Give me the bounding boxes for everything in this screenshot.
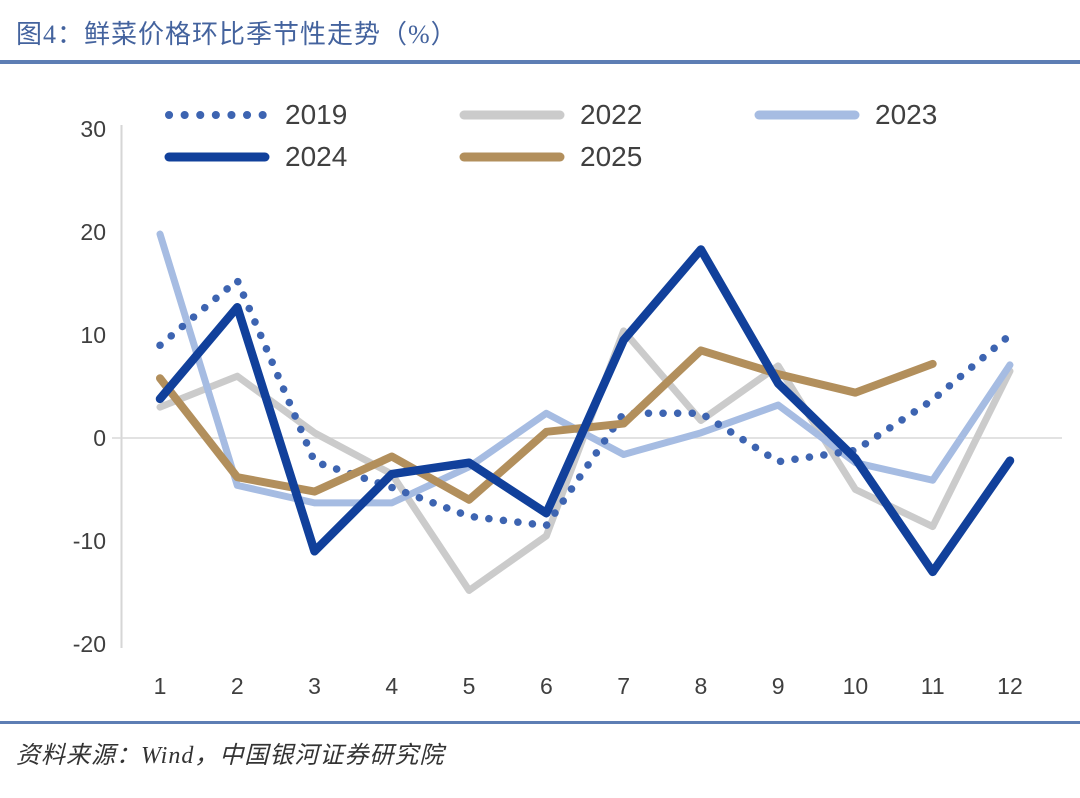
legend-item-2023: 2023	[753, 99, 937, 131]
figure-title: 图4：鲜菜价格环比季节性走势（%）	[16, 20, 458, 49]
x-tick-label: 4	[385, 673, 398, 699]
legend-item-2025: 2025	[458, 141, 642, 173]
series-line-2025	[156, 346, 937, 504]
x-tick-label: 3	[308, 673, 321, 699]
x-tick-label: 9	[772, 673, 785, 699]
y-tick-label: 30	[80, 116, 106, 142]
legend-swatch-2024	[164, 152, 270, 162]
legend-label-2022: 2022	[580, 99, 643, 130]
y-tick-label: -10	[73, 528, 106, 554]
legend-swatch-2019	[165, 111, 269, 119]
footer-divider	[0, 721, 1080, 724]
series-line-2019	[156, 276, 1014, 530]
y-tick-label: 10	[80, 322, 106, 348]
title-divider	[0, 60, 1080, 64]
legend-swatch-2023	[754, 110, 860, 120]
x-tick-label: 6	[540, 673, 553, 699]
x-tick-label: 5	[463, 673, 476, 699]
y-tick-label: 0	[93, 425, 106, 451]
legend-swatch-2022	[459, 110, 565, 120]
x-tick-label: 10	[843, 673, 869, 699]
legend-item-2024: 2024	[163, 141, 347, 173]
x-tick-label: 11	[921, 673, 945, 699]
legend-label-2019: 2019	[285, 99, 348, 130]
y-tick-label: 20	[80, 219, 106, 245]
y-tick-label: -20	[73, 631, 106, 657]
x-tick-label: 12	[997, 673, 1023, 699]
legend-label-2024: 2024	[285, 141, 348, 172]
x-tick-label: 7	[617, 673, 630, 699]
legend-label-2025: 2025	[580, 141, 643, 172]
x-tick-label: 2	[231, 673, 244, 699]
source-note: 资料来源：Wind，中国银河证券研究院	[16, 743, 445, 769]
legend-item-2022: 2022	[458, 99, 642, 131]
x-tick-label: 1	[154, 673, 167, 699]
legend-label-2023: 2023	[875, 99, 938, 130]
series-line-2024	[155, 245, 1015, 577]
legend-swatch-2025	[459, 152, 565, 162]
legend-item-2019: 2019	[163, 99, 347, 131]
x-tick-label: 8	[694, 673, 707, 699]
